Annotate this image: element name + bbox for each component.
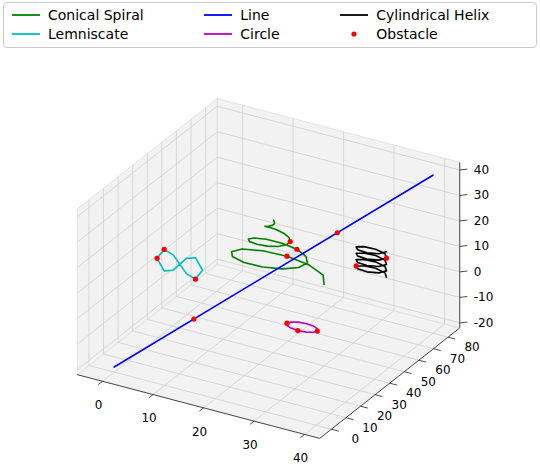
svg-text:30: 30 — [242, 438, 257, 452]
svg-text:70: 70 — [450, 352, 465, 366]
svg-text:30: 30 — [392, 398, 407, 412]
svg-text:30: 30 — [474, 188, 489, 202]
html-text:Cylindrical Helix: Cylindrical Helix — [376, 7, 490, 23]
svg-text:0: 0 — [95, 398, 103, 412]
svg-text:40: 40 — [293, 451, 308, 464]
svg-text:40: 40 — [474, 163, 489, 177]
svg-text:20: 20 — [474, 214, 489, 228]
svg-text:10: 10 — [141, 411, 156, 425]
svg-text:0: 0 — [474, 265, 482, 279]
svg-text:10: 10 — [474, 239, 489, 253]
svg-text:80: 80 — [464, 340, 479, 354]
html-text:Line: Line — [240, 7, 270, 23]
html-text:Circle: Circle — [240, 26, 280, 42]
svg-text:20: 20 — [192, 425, 207, 439]
svg-text:20: 20 — [377, 409, 392, 423]
svg-text:0: 0 — [352, 432, 360, 446]
html-text:Conical Spiral: Conical Spiral — [48, 7, 144, 23]
svg-text:-20: -20 — [474, 316, 494, 330]
html-text:Obstacle: Obstacle — [376, 26, 438, 42]
html-text:Lemniscate: Lemniscate — [48, 26, 129, 42]
svg-text:40: 40 — [406, 386, 421, 400]
svg-text:60: 60 — [435, 363, 450, 377]
svg-text:-10: -10 — [474, 290, 494, 304]
svg-text:10: 10 — [362, 421, 377, 435]
svg-text:50: 50 — [421, 375, 436, 389]
